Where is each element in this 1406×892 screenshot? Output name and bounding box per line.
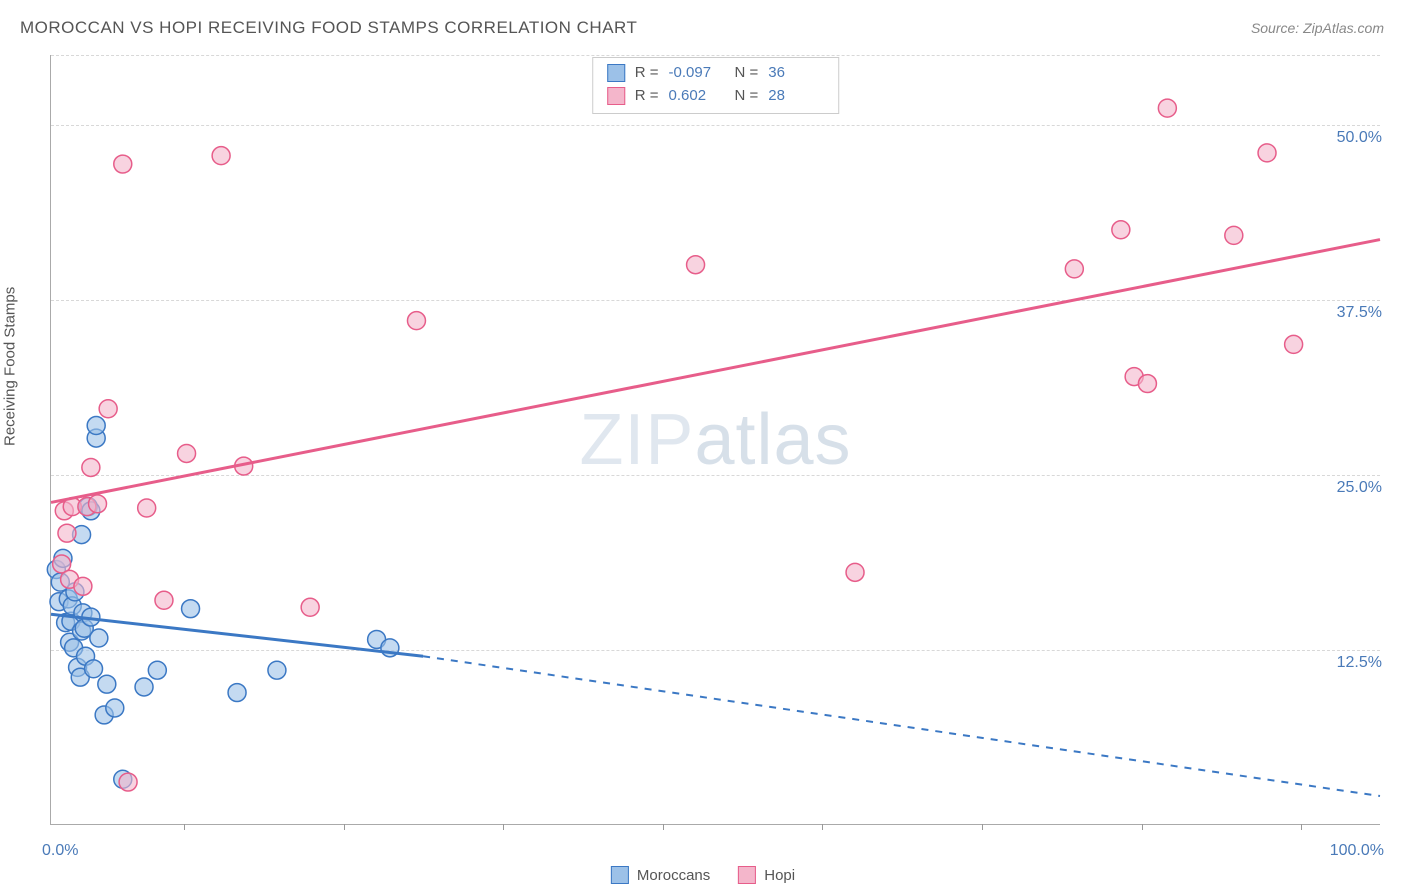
r-value-moroccans: -0.097 — [669, 62, 725, 85]
trend-line-dashed — [423, 656, 1380, 796]
data-point — [87, 417, 105, 435]
data-point — [687, 256, 705, 274]
data-point — [182, 600, 200, 618]
data-point — [1225, 226, 1243, 244]
data-point — [1065, 260, 1083, 278]
x-tick — [982, 824, 983, 830]
n-value-moroccans: 36 — [768, 62, 824, 85]
series-legend: Moroccans Hopi — [611, 866, 795, 884]
data-point — [90, 629, 108, 647]
data-point — [148, 661, 166, 679]
data-point — [135, 678, 153, 696]
plot-area: ZIPatlas 12.5%25.0%37.5%50.0% R = -0.097… — [50, 55, 1380, 825]
swatch-moroccans — [611, 866, 629, 884]
data-point — [74, 577, 92, 595]
data-point — [228, 684, 246, 702]
x-tick — [1142, 824, 1143, 830]
legend-row-moroccans: R = -0.097 N = 36 — [607, 62, 825, 85]
x-tick — [1301, 824, 1302, 830]
data-point — [58, 524, 76, 542]
data-point — [846, 563, 864, 581]
data-point — [301, 598, 319, 616]
x-tick — [822, 824, 823, 830]
y-tick-label: 50.0% — [1337, 129, 1382, 147]
data-point — [98, 675, 116, 693]
legend-item-moroccans: Moroccans — [611, 866, 710, 884]
x-axis-min-label: 0.0% — [42, 842, 78, 860]
data-point — [119, 773, 137, 791]
data-point — [106, 699, 124, 717]
data-point — [1138, 375, 1156, 393]
n-label: N = — [735, 62, 759, 85]
swatch-moroccans — [607, 64, 625, 82]
data-point — [178, 444, 196, 462]
data-point — [82, 458, 100, 476]
swatch-hopi — [738, 866, 756, 884]
x-tick — [663, 824, 664, 830]
source-attribution: Source: ZipAtlas.com — [1251, 20, 1384, 36]
n-value-hopi: 28 — [768, 85, 824, 108]
data-point — [138, 499, 156, 517]
x-tick — [503, 824, 504, 830]
swatch-hopi — [607, 87, 625, 105]
y-tick-label: 25.0% — [1337, 479, 1382, 497]
r-label: R = — [635, 62, 659, 85]
y-axis-label: Receiving Food Stamps — [2, 287, 19, 446]
data-point — [1112, 221, 1130, 239]
legend-row-hopi: R = 0.602 N = 28 — [607, 85, 825, 108]
legend-label-moroccans: Moroccans — [637, 867, 710, 884]
trend-line — [51, 240, 1380, 503]
data-point — [1285, 335, 1303, 353]
x-tick — [344, 824, 345, 830]
chart-title: MOROCCAN VS HOPI RECEIVING FOOD STAMPS C… — [20, 18, 637, 38]
data-point — [89, 495, 107, 513]
legend-item-hopi: Hopi — [738, 866, 795, 884]
data-point — [407, 312, 425, 330]
data-point — [1258, 144, 1276, 162]
data-point — [114, 155, 132, 173]
correlation-legend: R = -0.097 N = 36 R = 0.602 N = 28 — [592, 57, 840, 114]
y-tick-label: 12.5% — [1337, 654, 1382, 672]
chart-svg — [51, 55, 1380, 824]
y-tick-label: 37.5% — [1337, 304, 1382, 322]
data-point — [99, 400, 117, 418]
data-point — [155, 591, 173, 609]
data-point — [212, 147, 230, 165]
r-label: R = — [635, 85, 659, 108]
data-point — [85, 660, 103, 678]
data-point — [1158, 99, 1176, 117]
x-tick — [184, 824, 185, 830]
data-point — [268, 661, 286, 679]
legend-label-hopi: Hopi — [764, 867, 795, 884]
r-value-hopi: 0.602 — [669, 85, 725, 108]
n-label: N = — [735, 85, 759, 108]
x-axis-max-label: 100.0% — [1330, 842, 1384, 860]
